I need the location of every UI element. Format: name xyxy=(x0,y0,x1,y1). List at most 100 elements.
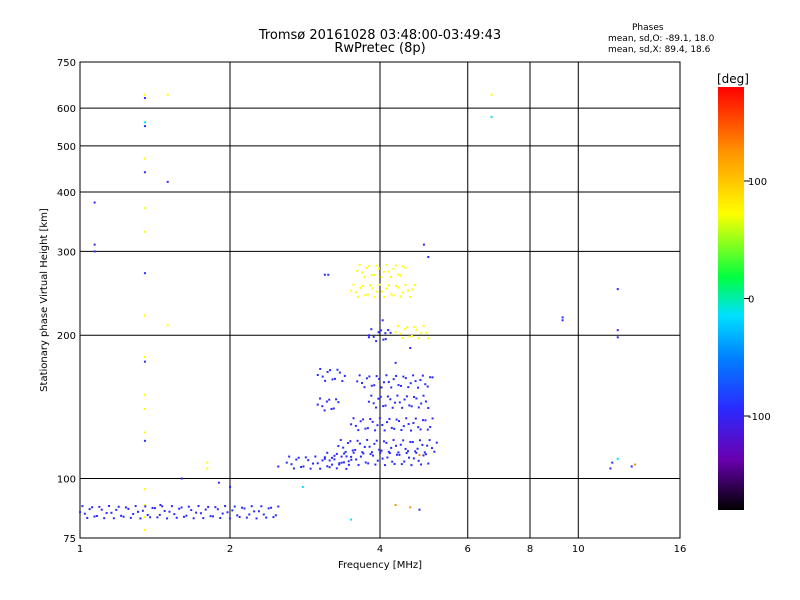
trace-point xyxy=(292,467,295,470)
y-tick-label: 750 xyxy=(57,58,76,69)
trace-point xyxy=(422,394,425,397)
trace-point xyxy=(338,462,341,465)
trace-point xyxy=(427,337,430,340)
trace-point xyxy=(243,507,246,510)
trace-point xyxy=(328,466,331,469)
trace-point xyxy=(409,382,412,385)
trace-point xyxy=(228,517,231,520)
trace-point xyxy=(211,515,214,518)
trace-point xyxy=(98,505,101,508)
data-point xyxy=(422,243,425,246)
trace-point xyxy=(423,451,426,454)
trace-point xyxy=(377,331,380,334)
trace-point xyxy=(376,459,379,462)
trace-point xyxy=(343,374,346,377)
trace-point xyxy=(364,294,367,297)
colorbar-ticks: 100 0 -100 xyxy=(744,177,771,423)
data-point xyxy=(367,336,370,339)
trace-point xyxy=(426,444,429,447)
trace-point xyxy=(168,510,171,513)
trace-point xyxy=(120,514,123,517)
trace-point xyxy=(377,397,380,400)
trace-point xyxy=(387,270,390,273)
trace-point xyxy=(236,514,239,517)
trace-point xyxy=(424,453,427,456)
x-tick-label: 16 xyxy=(674,544,687,555)
trace-point xyxy=(376,424,379,427)
data-point xyxy=(166,180,169,183)
trace-point xyxy=(335,452,338,455)
data-point xyxy=(143,230,146,233)
trace-point xyxy=(418,439,421,442)
trace-point xyxy=(409,440,412,443)
trace-point xyxy=(316,374,319,377)
trace-point xyxy=(336,368,339,371)
trace-point xyxy=(238,516,241,519)
trace-point xyxy=(356,269,359,272)
trace-point xyxy=(375,439,378,442)
trace-point xyxy=(394,401,397,404)
trace-point xyxy=(342,461,345,464)
trace-point xyxy=(369,418,372,421)
trace-point xyxy=(209,515,212,518)
data-point xyxy=(159,503,162,506)
y-tick-label: 300 xyxy=(57,247,76,258)
trace-point xyxy=(367,462,370,465)
trace-point xyxy=(375,406,378,409)
trace-point xyxy=(214,506,217,509)
trace-point xyxy=(397,451,400,454)
trace-point xyxy=(379,451,382,454)
trace-point xyxy=(363,386,366,389)
trace-point xyxy=(368,265,371,268)
data-point xyxy=(381,319,384,322)
trace-point xyxy=(357,295,360,298)
trace-point xyxy=(290,463,293,466)
trace-point xyxy=(362,452,365,455)
trace-point xyxy=(207,505,210,508)
data-point xyxy=(143,171,146,174)
data-point xyxy=(143,393,146,396)
trace-point xyxy=(381,457,384,460)
data-point xyxy=(327,273,330,276)
data-point xyxy=(143,488,146,491)
trace-point xyxy=(399,384,402,387)
data-point xyxy=(630,465,633,468)
x-tick-label: 10 xyxy=(572,544,585,555)
trace-point xyxy=(394,285,397,288)
data-point xyxy=(143,503,146,506)
trace-point xyxy=(351,449,354,452)
trace-point xyxy=(350,289,353,292)
trace-point xyxy=(390,446,393,449)
trace-point xyxy=(226,511,229,514)
trace-point xyxy=(91,506,94,509)
trace-point xyxy=(405,395,408,398)
trace-point xyxy=(433,450,436,453)
trace-point xyxy=(192,517,195,520)
trace-point xyxy=(382,405,385,408)
trace-point xyxy=(384,338,387,341)
trace-point xyxy=(253,510,256,513)
trace-point xyxy=(417,426,420,429)
trace-point xyxy=(175,516,178,519)
data-point xyxy=(616,457,619,460)
data-point xyxy=(93,243,96,246)
trace-point xyxy=(401,336,404,339)
trace-point xyxy=(354,424,357,427)
trace-point xyxy=(428,439,431,442)
trace-point xyxy=(357,429,360,432)
trace-point xyxy=(386,421,389,424)
trace-point xyxy=(420,463,423,466)
plot-frame xyxy=(79,61,681,539)
trace-point xyxy=(137,510,140,513)
trace-point xyxy=(390,293,393,296)
trace-point xyxy=(265,516,268,519)
trace-point xyxy=(410,429,413,432)
data-point xyxy=(143,314,146,317)
data-point xyxy=(409,347,412,350)
data-point xyxy=(611,461,614,464)
trace-point xyxy=(79,511,81,514)
trace-point xyxy=(399,332,402,335)
data-point xyxy=(490,93,493,96)
trace-point xyxy=(358,442,361,445)
trace-point xyxy=(373,273,376,276)
